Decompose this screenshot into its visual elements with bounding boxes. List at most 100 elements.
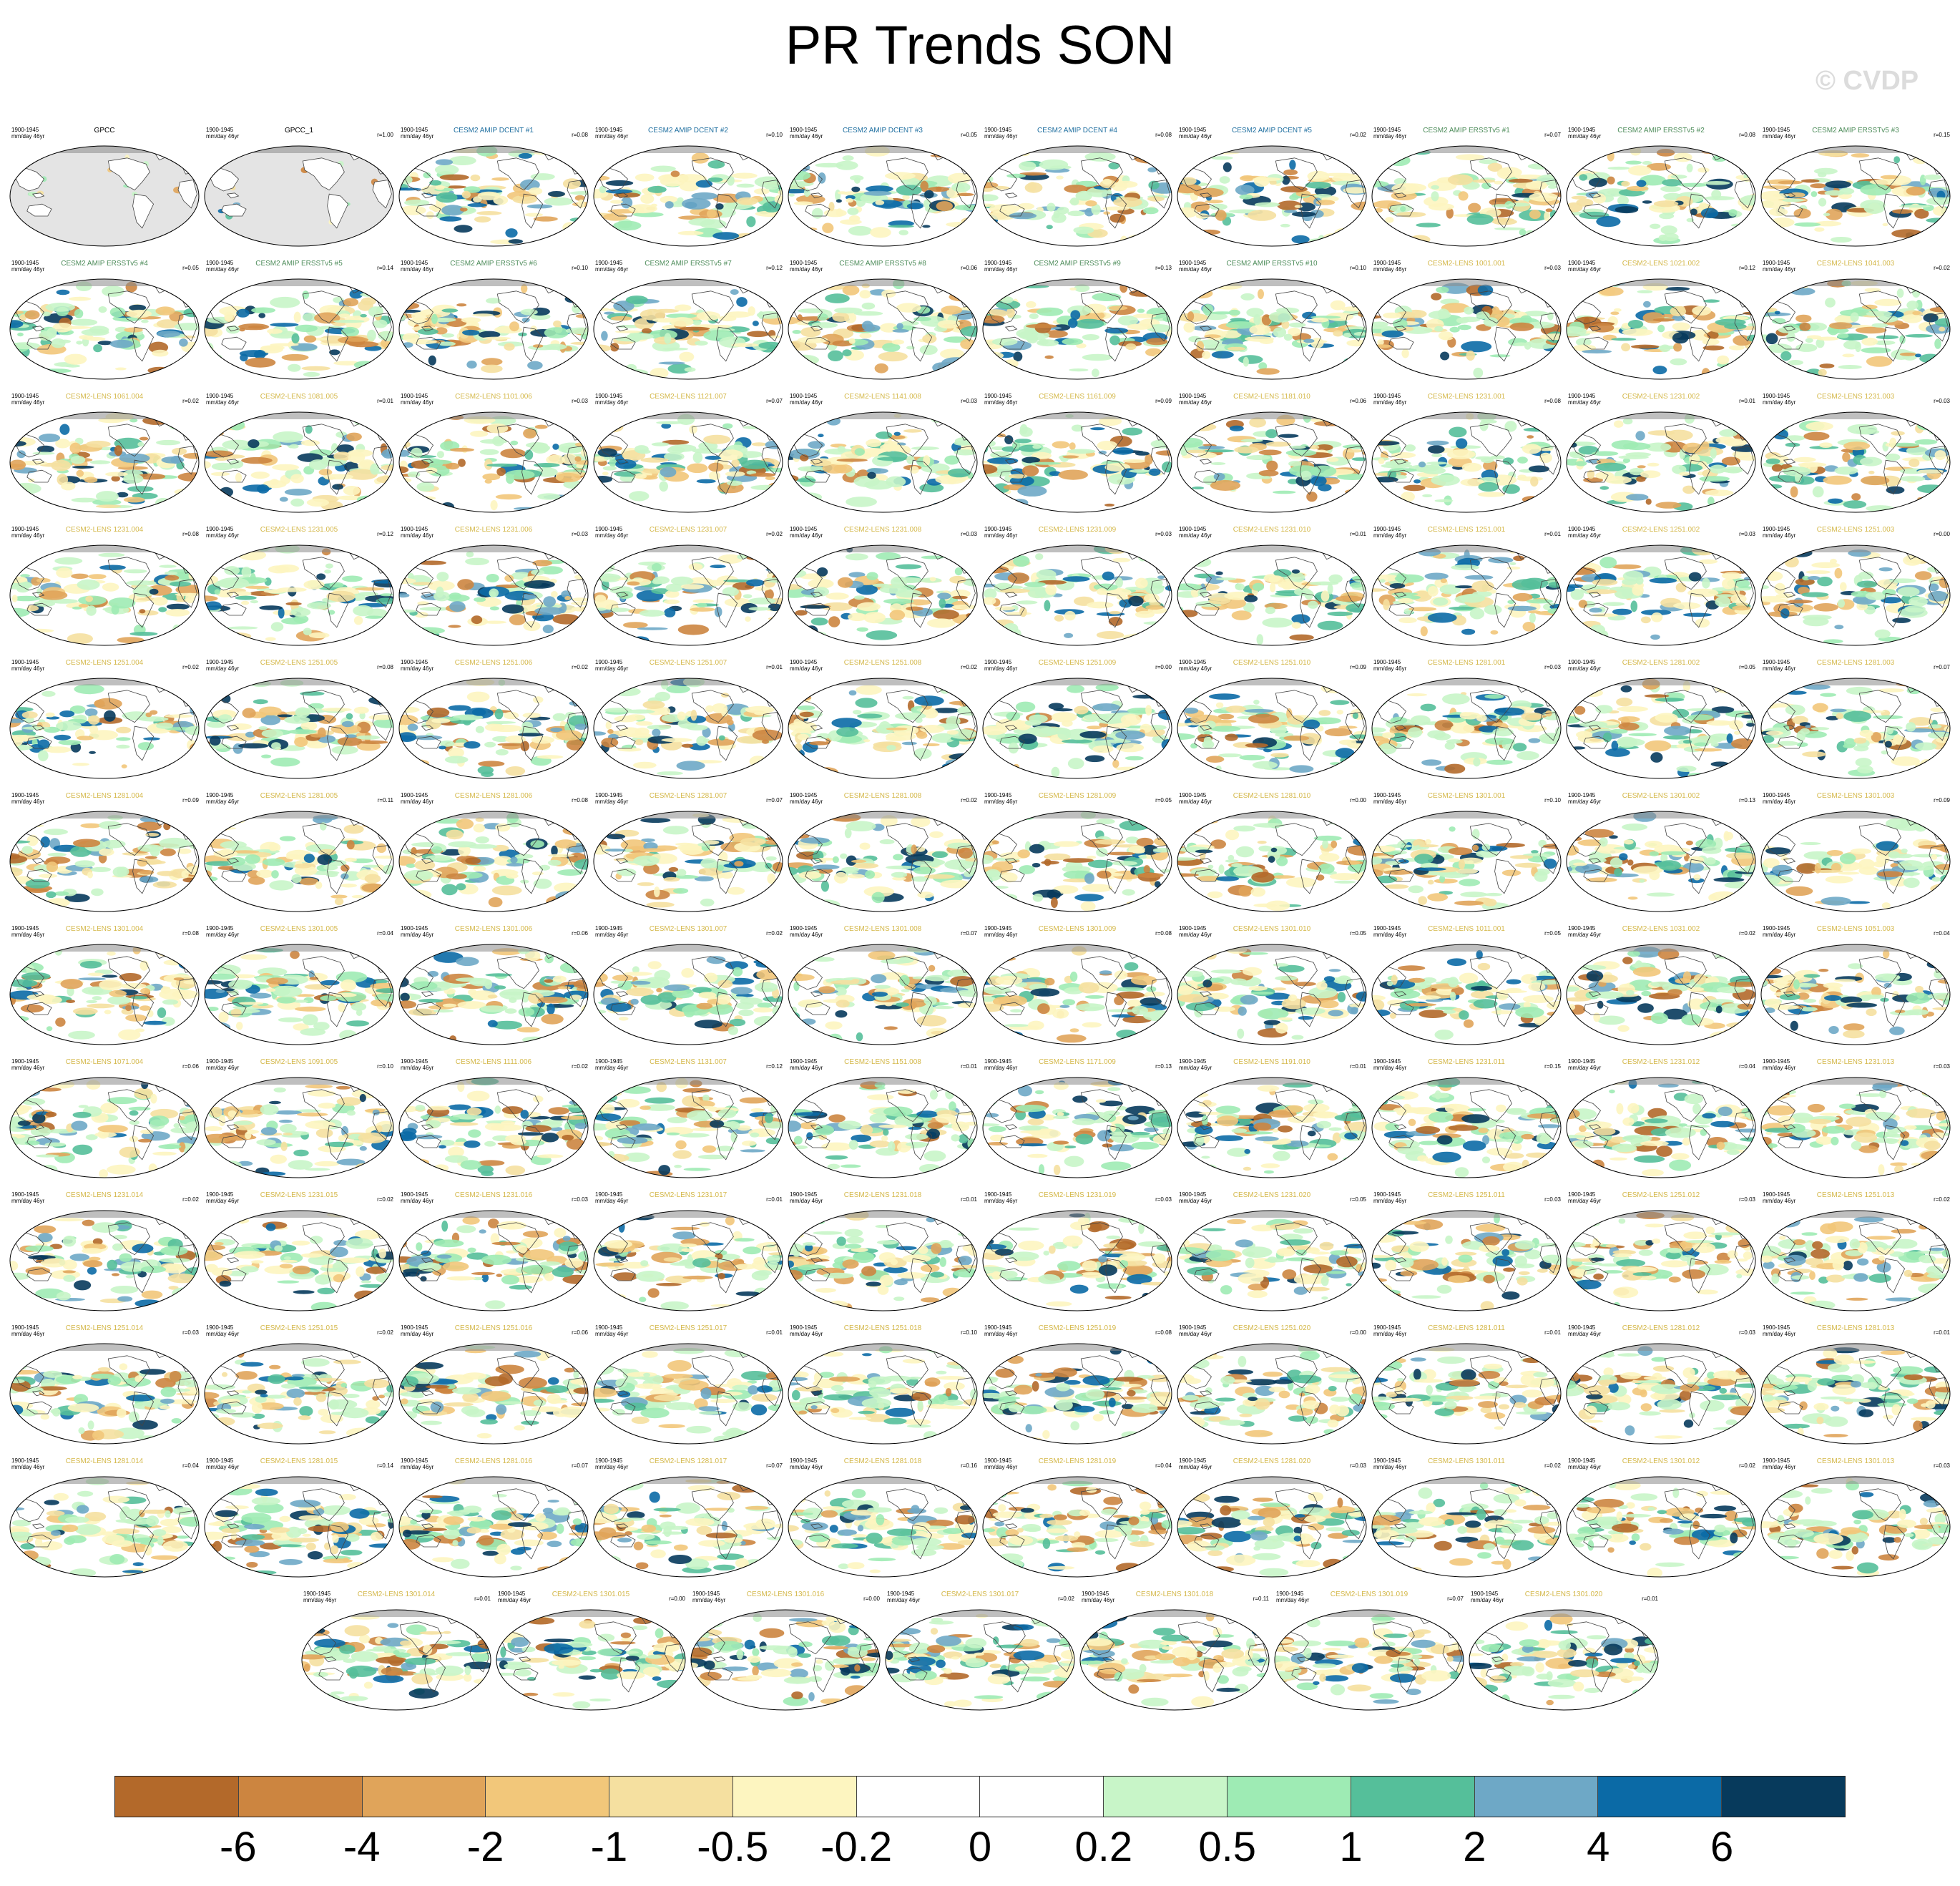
trend-anomaly [665,201,674,209]
trend-anomaly [1686,218,1695,223]
polar-mask [205,412,393,419]
trend-anomaly [797,705,815,710]
trend-anomaly [98,552,125,557]
trend-anomaly [1650,634,1660,640]
trend-anomaly [239,327,245,332]
trend-anomaly [1529,210,1541,220]
map-plot [1177,145,1367,247]
panel-title: CESM2-LENS 1231.010 [1233,526,1311,534]
trend-anomaly [1782,198,1804,202]
trend-anomaly [1240,175,1255,182]
panel-title: CESM2 AMIP DCENT #1 [454,127,534,135]
trend-anomaly [1692,306,1712,316]
trend-anomaly [795,743,803,751]
trend-anomaly [568,715,588,727]
trend-anomaly [450,447,474,452]
polar-mask [983,146,1172,153]
trend-anomaly [542,625,554,634]
trend-anomaly [1082,353,1113,361]
panel-period: 1900-1945 [1763,526,1790,532]
trend-anomaly [1850,312,1859,322]
coastline [1004,326,1018,332]
coastline [1300,193,1322,229]
trend-anomaly [88,715,100,725]
polar-mask [1761,412,1950,419]
trend-anomaly [1906,301,1919,310]
trend-anomaly [704,580,727,586]
trend-anomaly [1372,441,1400,446]
trend-anomaly [949,753,977,761]
trend-anomaly [1543,504,1560,512]
trend-anomaly [1289,445,1306,449]
map-panel: CESM2-LENS 1121.007 1900-1945 mm/day 46yr r… [592,393,784,515]
trend-anomaly [302,290,310,299]
trend-anomaly [1283,333,1293,341]
map-panel: CESM2 AMIP ERSSTv5 #8 1900-1945 mm/day 46y… [787,260,979,382]
trend-anomaly [237,743,269,749]
coastline [521,326,544,362]
panel-correlation: r=0.03 [961,531,977,537]
trend-anomaly [358,592,378,597]
trend-anomaly [330,724,362,734]
trend-anomaly [439,174,469,181]
trend-anomaly [842,285,860,295]
trend-anomaly [735,238,763,243]
map-plot [1566,278,1756,380]
trend-anomaly [1132,313,1157,318]
trend-anomaly [11,595,41,602]
trend-anomaly [124,327,143,333]
trend-anomaly [1768,475,1800,482]
trend-anomaly [1489,354,1511,358]
trend-anomaly [1161,435,1169,440]
trend-anomaly [640,193,655,204]
trend-anomaly [435,185,445,190]
trend-anomaly [448,705,471,711]
trend-anomaly [851,186,861,192]
trend-anomaly [536,755,564,759]
trend-anomaly [67,633,93,645]
trend-anomaly [1805,421,1833,431]
trend-anomaly [924,190,934,199]
trend-anomaly [605,180,634,186]
trend-anomaly [1476,311,1490,319]
trend-anomaly [1253,313,1261,326]
trend-anomaly [109,307,126,318]
map-plot [204,544,394,646]
trend-anomaly [1769,239,1791,244]
trend-anomaly [1240,293,1255,301]
map-plot [1566,145,1756,247]
coastline [1469,290,1512,324]
trend-anomaly [99,565,126,570]
map-plot [982,411,1172,513]
trend-anomaly [1426,461,1448,465]
trend-anomaly [248,439,260,449]
trend-anomaly [677,230,704,235]
trend-anomaly [1531,366,1539,375]
trend-anomaly [1209,203,1228,210]
trend-anomaly [1313,421,1345,426]
trend-anomaly [414,612,428,618]
trend-anomaly [1254,202,1280,207]
trend-anomaly [1730,594,1747,604]
trend-anomaly [707,738,735,746]
trend-anomaly [682,197,711,210]
trend-anomaly [1114,180,1138,188]
panel-period: 1900-1945 [1763,260,1790,266]
trend-anomaly [1928,583,1939,592]
trend-anomaly [253,350,266,359]
trend-anomaly [610,771,637,775]
coastline [999,336,1025,350]
trend-anomaly [569,191,588,195]
polar-mask [788,678,977,685]
trend-anomaly [1109,610,1121,615]
trend-anomaly [613,220,642,231]
trend-anomaly [1702,338,1720,346]
trend-anomaly [56,720,82,731]
trend-anomaly [1401,492,1415,502]
trend-anomaly [1005,612,1032,615]
trend-anomaly [1520,315,1532,324]
trend-anomaly [165,571,178,575]
trend-anomaly [1109,213,1125,223]
panel-units: mm/day 46yr [11,133,45,140]
trend-anomaly [214,589,220,595]
